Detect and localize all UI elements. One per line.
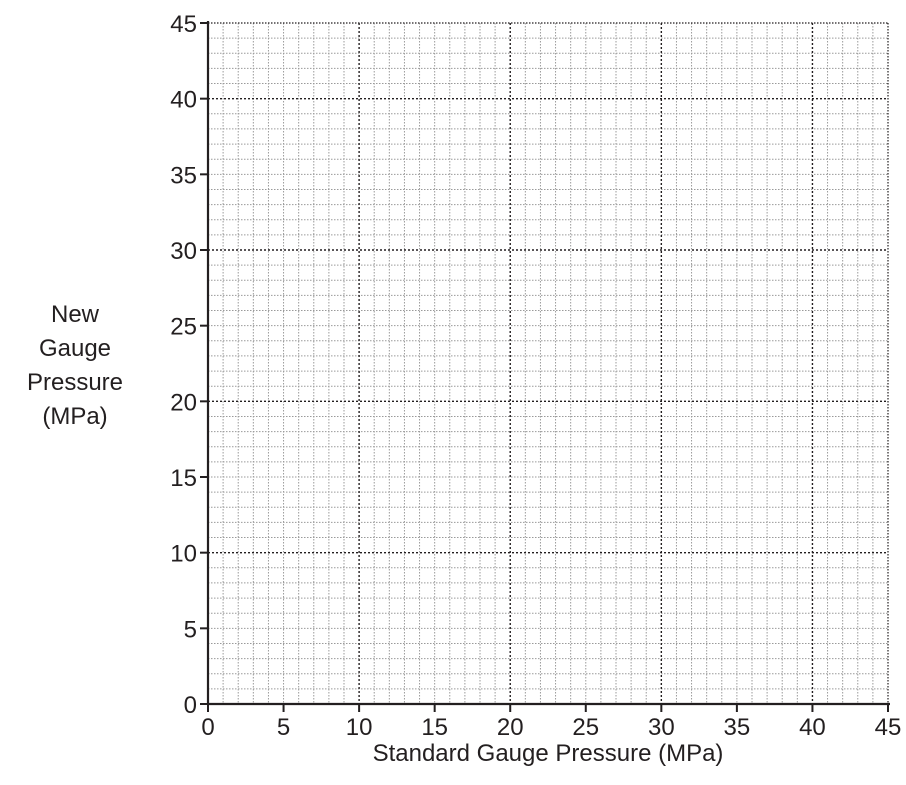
x-tick-label: 15 [421, 714, 448, 741]
y-axis-label-line: Gauge [38, 335, 112, 362]
y-tick-label: 25 [170, 314, 197, 341]
y-axis-label-line: Pressure [26, 369, 124, 396]
x-tick-label: 35 [724, 714, 751, 741]
y-tick-label: 15 [170, 465, 197, 492]
x-axis-label: Standard Gauge Pressure (MPa) [372, 740, 724, 767]
x-tick-label: 45 [875, 714, 902, 741]
y-tick-label: 45 [170, 11, 197, 38]
x-tick-label: 25 [572, 714, 599, 741]
y-axis-label-line: (MPa) [42, 403, 108, 430]
x-axis-ticks: 0 5 10 15 20 25 30 35 40 45 [201, 704, 901, 741]
y-axis-label-line: New [50, 301, 99, 328]
major-grid [208, 22, 889, 704]
y-tick-label: 20 [170, 389, 197, 416]
axes [206, 21, 890, 706]
y-axis-ticks: 0 5 10 15 20 25 30 35 40 45 [170, 11, 208, 719]
y-tick-label: 30 [170, 238, 197, 265]
x-tick-label: 30 [648, 714, 675, 741]
y-tick-label: 0 [184, 692, 197, 719]
y-tick-label: 35 [170, 162, 197, 189]
y-tick-label: 10 [170, 541, 197, 568]
x-tick-label: 10 [346, 714, 373, 741]
minor-grid [208, 22, 889, 704]
x-tick-label: 40 [799, 714, 826, 741]
y-tick-label: 5 [184, 616, 197, 643]
x-tick-label: 0 [201, 714, 214, 741]
y-tick-label: 40 [170, 87, 197, 114]
x-tick-label: 5 [277, 714, 290, 741]
x-tick-label: 20 [497, 714, 524, 741]
